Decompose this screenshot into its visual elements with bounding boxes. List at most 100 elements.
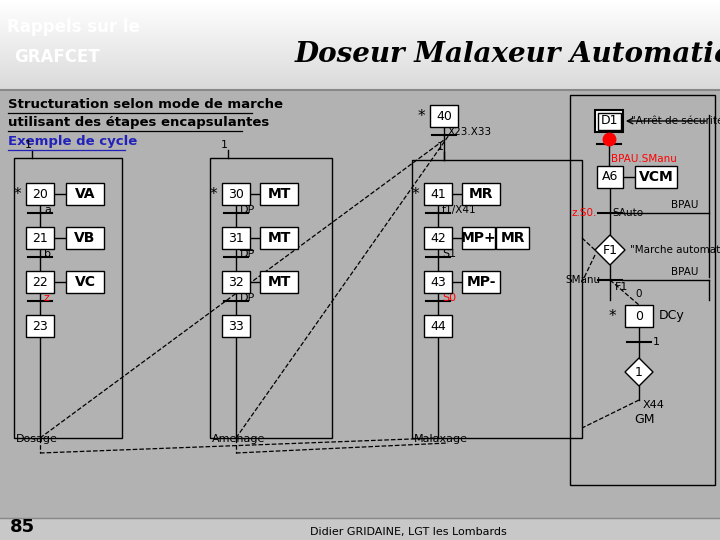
Text: 41: 41 [430,187,446,200]
Bar [598,112,621,130]
Bar [0,49,720,50]
Bar [0,66,720,67]
Bar [0,85,720,86]
Text: 85: 85 [10,518,35,536]
Text: 1: 1 [635,366,643,379]
Bar [0,31,720,32]
Bar [66,271,104,293]
Bar [66,183,104,205]
Text: 42: 42 [430,232,446,245]
Bar [0,86,720,87]
Bar [0,70,720,71]
Text: 44: 44 [430,320,446,333]
Bar [0,55,720,56]
Text: 20: 20 [32,187,48,200]
Bar [0,37,720,38]
Bar [0,88,720,89]
Bar [260,183,298,205]
Bar [0,41,720,42]
Text: 0: 0 [636,289,642,299]
Bar [0,84,720,85]
Bar [0,39,720,40]
Bar [0,80,720,81]
Text: GM: GM [634,413,654,426]
Bar [222,183,250,205]
Bar [0,20,720,21]
Bar [0,5,720,6]
Bar [0,44,720,45]
Text: *: * [210,186,217,201]
Bar [0,42,720,43]
Bar [0,27,720,28]
Bar [0,87,720,88]
Text: D1: D1 [600,114,618,127]
Text: Didier GRIDAINE, LGT les Lombards: Didier GRIDAINE, LGT les Lombards [310,527,507,537]
Bar [0,58,720,59]
Bar [0,14,720,15]
Bar [0,6,720,7]
Text: DP: DP [240,205,256,215]
Text: Malaxage: Malaxage [414,434,468,444]
Text: MR: MR [500,231,525,245]
Text: 1: 1 [436,142,444,152]
Bar [0,78,720,79]
Bar [26,315,54,337]
Text: Exemple de cycle: Exemple de cycle [8,135,138,148]
Bar [0,47,720,48]
Text: S1: S1 [442,249,456,259]
Bar [0,73,720,74]
Bar [0,40,720,41]
Bar [0,63,720,64]
Bar [0,30,720,31]
Bar [0,24,720,25]
Bar [0,75,720,76]
Bar [462,227,495,249]
Text: BPAU.SManu: BPAU.SManu [611,154,677,164]
Text: 31: 31 [228,232,244,245]
Text: *: * [609,308,616,323]
Bar [0,65,720,66]
Bar [0,76,720,77]
Bar [0,51,720,52]
Bar [0,29,720,30]
Text: 0: 0 [635,309,643,322]
Bar [260,227,298,249]
Text: A6: A6 [602,171,618,184]
Text: VC: VC [74,275,96,289]
Bar [0,67,720,68]
Bar [0,36,720,37]
Bar [0,11,720,12]
Bar [222,271,250,293]
Bar [424,315,452,337]
Text: SAuto: SAuto [612,208,643,218]
Text: 1: 1 [653,337,660,347]
Bar [260,271,298,293]
Bar [0,74,720,75]
Text: MT: MT [267,231,291,245]
Bar [0,56,720,57]
Bar [597,166,623,188]
Text: "Arrêt de sécurité": "Arrêt de sécurité" [631,116,720,126]
Bar [0,0,720,1]
Text: DCy: DCy [659,309,685,322]
Bar [0,34,720,35]
Bar [0,32,720,33]
Text: a: a [44,205,51,215]
Text: BPAU: BPAU [671,267,698,277]
Bar [0,59,720,60]
Text: 23: 23 [32,320,48,333]
Bar [0,83,720,84]
Text: MP-: MP- [467,275,496,289]
Bar [0,38,720,39]
Bar [222,227,250,249]
Bar [0,10,720,11]
Text: z.S0.: z.S0. [572,208,598,218]
Bar [424,227,452,249]
Bar [14,158,122,438]
Text: VA: VA [75,187,95,201]
Text: 43: 43 [430,275,446,288]
Bar [412,160,582,438]
Text: *: * [412,186,420,201]
Bar [0,33,720,34]
Text: MR: MR [469,187,493,201]
